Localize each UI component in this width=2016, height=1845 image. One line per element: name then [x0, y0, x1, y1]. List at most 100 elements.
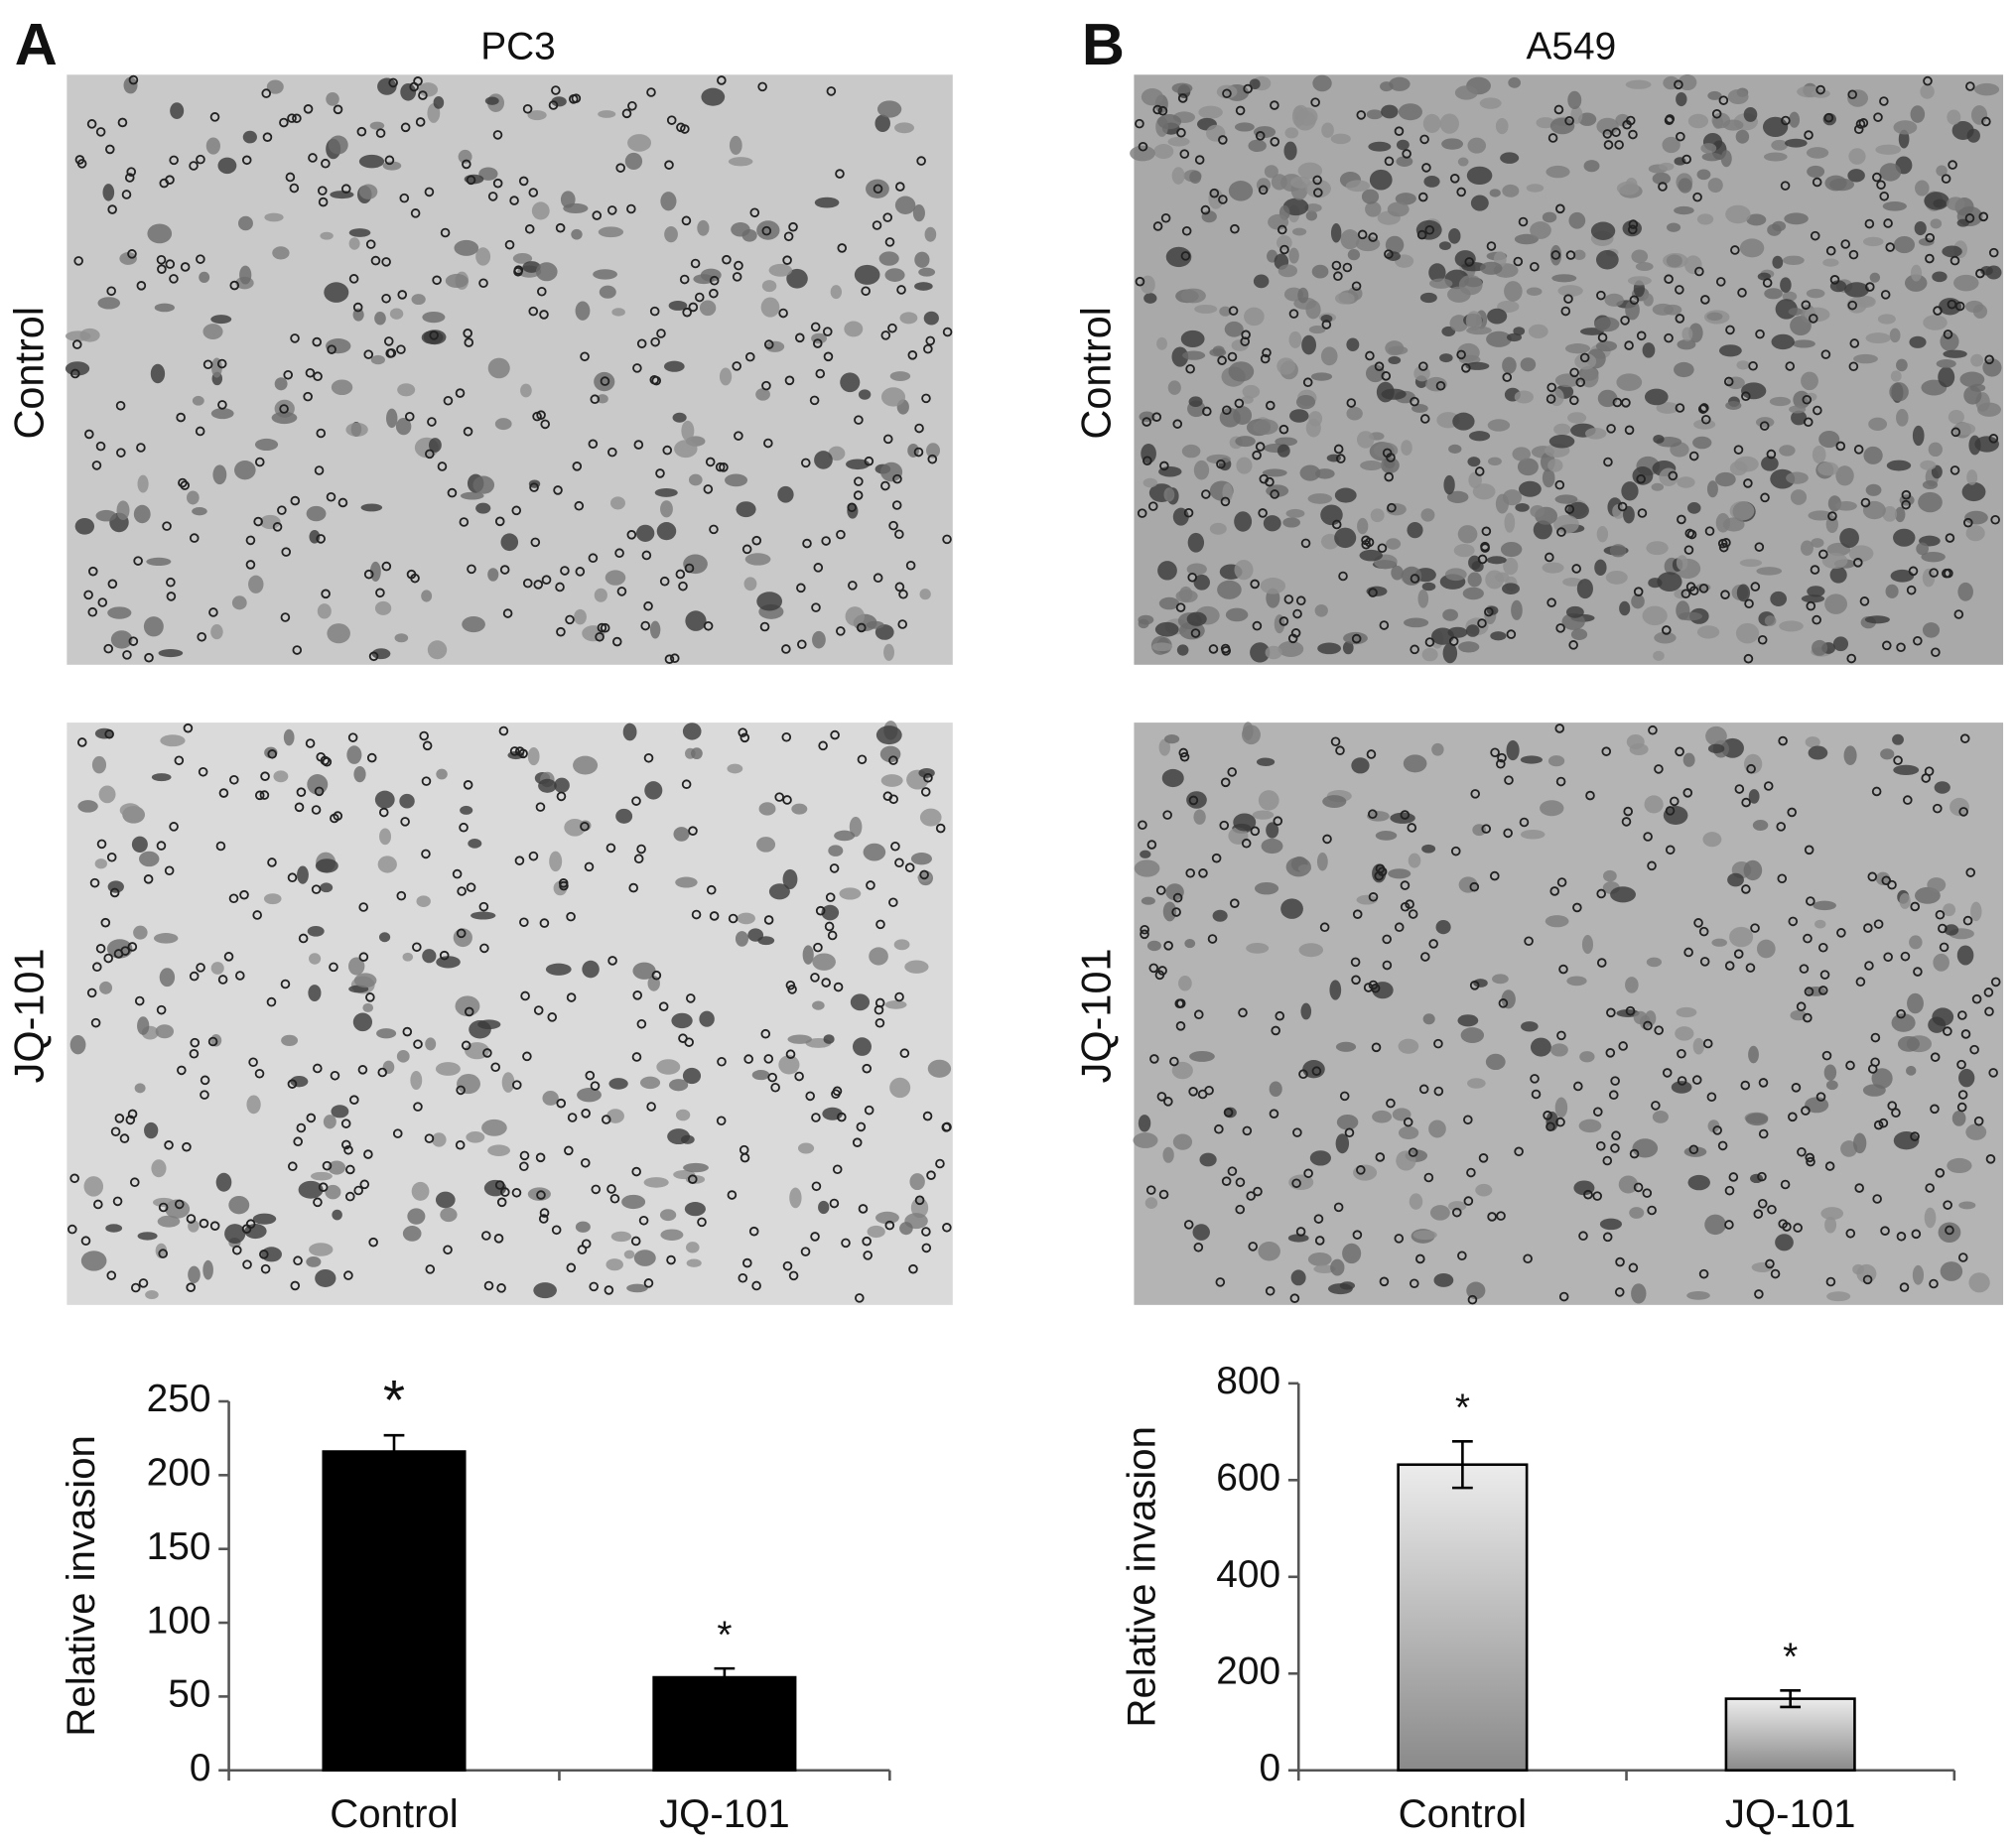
cell — [160, 734, 186, 747]
pore — [1788, 916, 1799, 927]
cell — [1398, 1038, 1419, 1054]
pore — [117, 117, 128, 128]
cell — [320, 882, 334, 893]
cell — [1292, 227, 1307, 236]
y-tick-label: 400 — [1216, 1553, 1280, 1596]
pore — [1962, 915, 1973, 926]
pore — [1939, 942, 1949, 953]
pore — [209, 112, 220, 122]
pore — [1930, 1104, 1940, 1115]
pore — [1957, 1090, 1968, 1100]
pore — [1558, 964, 1568, 975]
cell — [1258, 1241, 1280, 1261]
pore — [778, 308, 788, 319]
pore — [1867, 1064, 1878, 1074]
pore — [532, 411, 542, 422]
cell — [668, 1079, 689, 1092]
pore — [1384, 156, 1395, 167]
pore — [344, 1191, 355, 1202]
pore — [1782, 1222, 1792, 1232]
pore — [1490, 747, 1500, 758]
cell — [894, 122, 914, 134]
pore — [1873, 1120, 1884, 1130]
cell — [597, 394, 608, 404]
pore — [1624, 425, 1635, 436]
cell — [1234, 511, 1253, 532]
pore — [1336, 454, 1346, 463]
cell — [152, 1197, 176, 1208]
cell — [1893, 528, 1916, 547]
cell — [1812, 639, 1828, 656]
pore — [1643, 1020, 1653, 1031]
pore — [1448, 636, 1459, 646]
pore — [1218, 135, 1228, 145]
pore — [1379, 620, 1390, 630]
cell — [919, 808, 942, 827]
cell — [1526, 184, 1545, 193]
pore — [318, 197, 329, 207]
cell — [328, 1160, 346, 1175]
pore — [1896, 1008, 1906, 1019]
cell — [542, 1091, 559, 1106]
pore — [1394, 1234, 1405, 1244]
pore — [413, 76, 423, 86]
pore — [413, 1102, 423, 1112]
cell — [674, 440, 698, 459]
cell — [1439, 353, 1453, 363]
cell — [97, 297, 121, 310]
cell — [686, 1258, 702, 1267]
row-label: Control — [5, 307, 52, 440]
pore — [254, 1068, 265, 1079]
pore — [511, 505, 522, 516]
cell — [1158, 738, 1170, 756]
pore — [1797, 1146, 1807, 1157]
cell — [923, 311, 939, 326]
pore — [627, 100, 637, 111]
pore — [121, 190, 132, 199]
cell — [1702, 832, 1722, 848]
cell — [1952, 422, 1976, 436]
cell — [1417, 589, 1429, 608]
cell — [1289, 176, 1311, 189]
pore — [566, 992, 577, 1002]
cell — [1814, 919, 1826, 929]
cell — [527, 110, 547, 121]
cell — [1266, 822, 1279, 839]
cell — [1153, 143, 1174, 160]
pore — [1945, 533, 1955, 543]
pore — [763, 915, 774, 925]
pore — [1478, 1153, 1489, 1163]
cell — [475, 502, 491, 514]
pore — [518, 176, 529, 187]
pore — [1984, 354, 1994, 365]
pore — [847, 502, 857, 513]
pore — [1579, 352, 1590, 363]
pore — [365, 992, 375, 1002]
cell — [1162, 901, 1177, 922]
cell — [605, 570, 626, 586]
pore — [633, 440, 644, 450]
cell — [1304, 203, 1322, 212]
pore — [643, 1278, 654, 1288]
cell — [1918, 237, 1935, 246]
cell — [1918, 491, 1943, 513]
pore — [1415, 1253, 1425, 1264]
pore — [189, 161, 199, 171]
pore — [890, 841, 900, 852]
cell — [1899, 892, 1911, 909]
pore — [381, 561, 392, 572]
pore — [556, 626, 566, 637]
pore — [478, 278, 488, 289]
pore — [1481, 526, 1492, 537]
cell — [1216, 84, 1238, 99]
pore — [592, 210, 603, 220]
pore — [1158, 1189, 1169, 1200]
cell — [309, 953, 322, 965]
cell — [1890, 569, 1915, 583]
pore — [490, 1062, 500, 1073]
pore — [1827, 511, 1837, 521]
pore — [1223, 1108, 1234, 1118]
cell — [1561, 612, 1585, 630]
cell — [1865, 483, 1882, 496]
pore — [1252, 450, 1262, 461]
